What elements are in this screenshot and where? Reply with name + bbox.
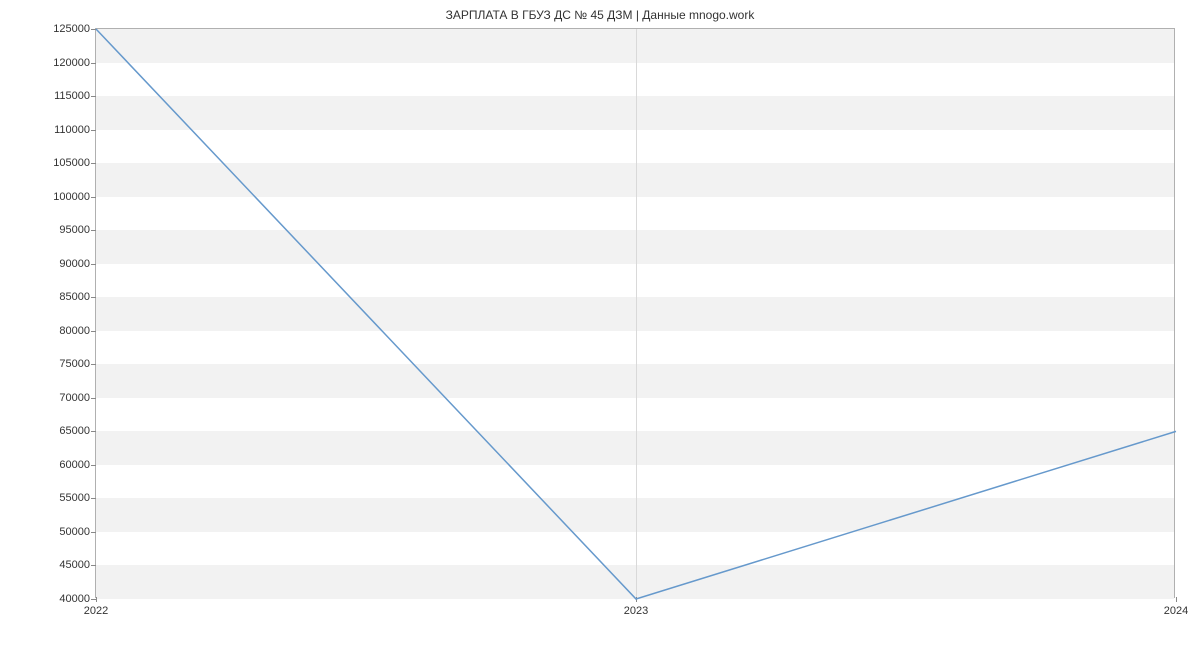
line-layer [96,29,1176,599]
y-tick-label: 120000 [53,57,96,69]
y-tick-label: 105000 [53,157,96,169]
y-tick-label: 100000 [53,191,96,203]
y-tick-label: 110000 [54,124,96,136]
plot-area: 4000045000500005500060000650007000075000… [95,28,1175,598]
x-tick-mark [1176,597,1177,602]
y-tick-label: 125000 [53,23,96,35]
series-line [96,29,1176,599]
chart-container: 4000045000500005500060000650007000075000… [0,28,1200,638]
y-tick-label: 115000 [54,90,96,102]
chart-title: ЗАРПЛАТА В ГБУЗ ДС № 45 ДЗМ | Данные mno… [0,0,1200,22]
